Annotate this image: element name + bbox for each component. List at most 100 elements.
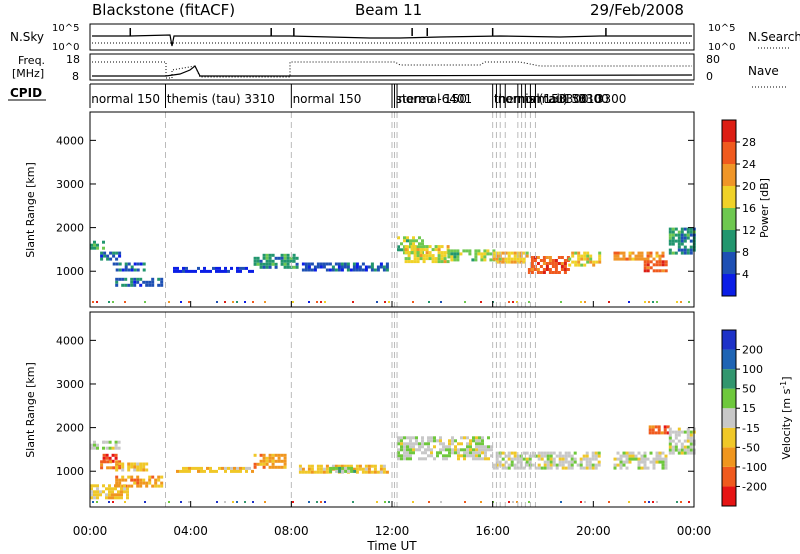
- range-cell: [465, 249, 469, 253]
- range-cell: [127, 465, 131, 469]
- range-cell: [194, 466, 197, 470]
- range-cell: [580, 257, 584, 261]
- range-cell: [448, 439, 451, 443]
- range-cell: [347, 469, 351, 473]
- range-cell: [577, 260, 581, 264]
- range-cell: [586, 257, 590, 261]
- range-cell: [316, 265, 320, 269]
- range-cell: [102, 484, 105, 488]
- range-cell: [683, 227, 687, 231]
- range-cell: [469, 439, 472, 443]
- range-cell: [570, 454, 574, 458]
- range-cell: [591, 457, 595, 461]
- range-cell: [560, 262, 564, 265]
- range-cell: [350, 466, 354, 470]
- colorbar-cell: [722, 388, 736, 409]
- ground-scatter-cell: [376, 301, 378, 303]
- y-tick-label: 1000: [56, 465, 84, 478]
- range-cell: [439, 451, 442, 455]
- range-cell: [661, 460, 665, 464]
- range-cell: [117, 493, 120, 497]
- range-cell: [588, 463, 592, 467]
- range-cell: [674, 442, 678, 446]
- range-cell: [483, 249, 487, 253]
- range-cell: [236, 469, 239, 473]
- range-cell: [224, 266, 227, 270]
- range-cell: [576, 463, 580, 467]
- range-cell: [480, 255, 484, 259]
- range-cell: [646, 457, 650, 461]
- range-cell: [549, 451, 553, 455]
- range-cell: [651, 425, 655, 429]
- range-cell: [325, 268, 329, 272]
- range-cell: [277, 459, 281, 463]
- range-cell: [148, 280, 152, 284]
- range-cell: [671, 227, 675, 231]
- range-cell: [486, 252, 490, 256]
- ground-scatter-cell: [168, 301, 170, 303]
- range-cell: [495, 257, 499, 261]
- range-cell: [440, 245, 444, 249]
- range-cell: [440, 254, 444, 258]
- range-cell: [595, 260, 599, 264]
- range-cell: [268, 259, 272, 263]
- range-cell: [425, 245, 429, 249]
- range-cell: [154, 484, 158, 488]
- nave-trace: [92, 61, 692, 79]
- range-cell: [410, 260, 414, 264]
- range-cell: [151, 283, 155, 287]
- range-cell: [637, 460, 641, 464]
- range-cell: [557, 262, 561, 265]
- ground-scatter-cell: [560, 501, 562, 503]
- range-cell: [248, 466, 251, 470]
- range-cell: [385, 265, 389, 269]
- velocity-y-axis-label: Slant Range [km]: [24, 362, 37, 458]
- ground-scatter-cell: [324, 501, 326, 503]
- range-cell: [564, 466, 568, 470]
- range-cell: [513, 454, 517, 458]
- range-cell: [367, 464, 371, 468]
- range-cell: [427, 439, 430, 443]
- range-cell: [430, 451, 433, 455]
- range-cell: [577, 257, 581, 261]
- range-cell: [304, 268, 308, 272]
- range-cell: [102, 246, 105, 250]
- range-cell: [403, 445, 406, 449]
- range-cell: [540, 466, 544, 470]
- range-cell: [573, 451, 577, 455]
- range-cell: [533, 259, 537, 262]
- nsky-frame: [89, 23, 695, 51]
- range-cell: [283, 459, 287, 463]
- range-cell: [434, 248, 438, 252]
- range-cell: [370, 470, 374, 474]
- range-cell: [507, 451, 511, 455]
- range-cell: [340, 265, 344, 269]
- range-cell: [319, 464, 323, 468]
- range-cell: [397, 439, 400, 443]
- range-cell: [118, 462, 122, 466]
- range-cell: [295, 262, 299, 266]
- range-cell: [674, 430, 678, 434]
- range-cell: [445, 445, 448, 449]
- ground-scatter-cell: [232, 301, 234, 303]
- y-tick-label: 4000: [56, 334, 84, 347]
- range-cell: [182, 266, 185, 270]
- range-cell: [182, 469, 185, 473]
- range-cell: [634, 454, 638, 458]
- range-cell: [413, 245, 417, 249]
- ground-scatter-cell: [580, 301, 582, 303]
- range-cell: [115, 463, 119, 467]
- range-cell: [481, 445, 484, 449]
- range-cell: [415, 239, 418, 243]
- range-cell: [197, 466, 200, 470]
- range-cell: [557, 271, 561, 274]
- range-cell: [677, 448, 681, 452]
- range-cell: [522, 260, 526, 264]
- ground-scatter-cell: [144, 501, 146, 503]
- range-cell: [160, 277, 164, 281]
- range-cell: [582, 457, 586, 461]
- range-cell: [689, 245, 693, 249]
- range-cell: [613, 254, 617, 258]
- range-cell: [331, 268, 335, 272]
- range-cell: [568, 263, 572, 267]
